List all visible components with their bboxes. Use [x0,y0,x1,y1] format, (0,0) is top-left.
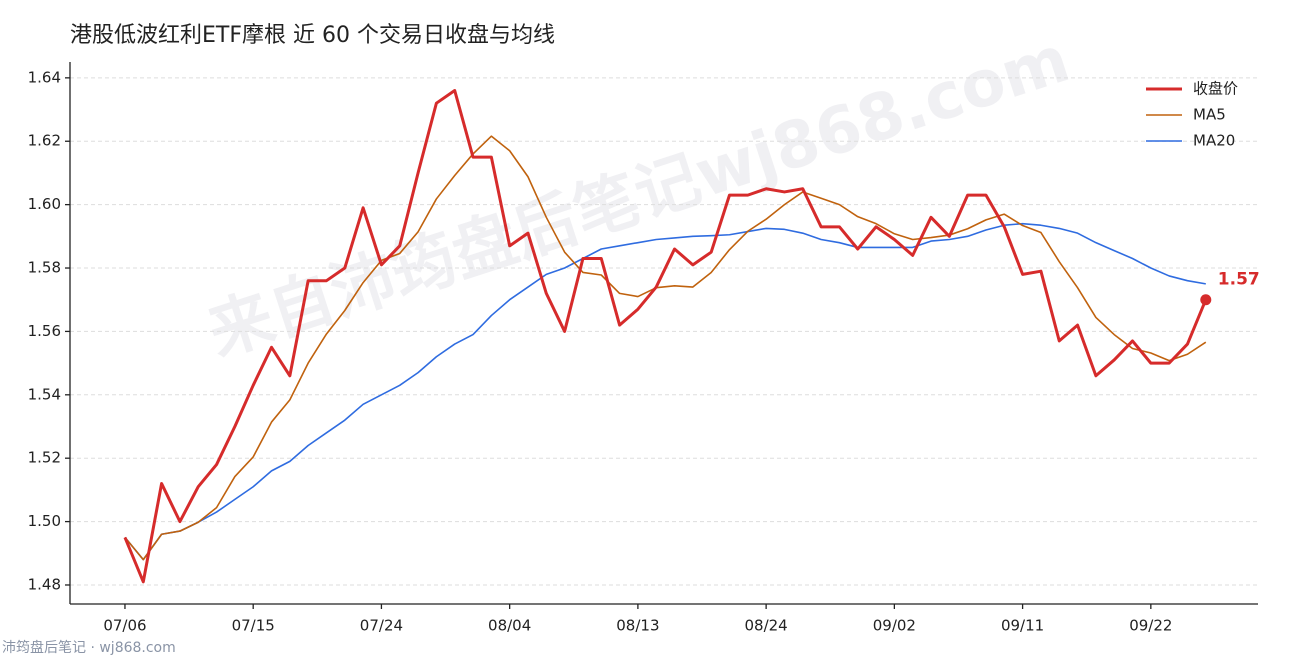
y-tick-label: 1.60 [28,195,61,213]
series-line [124,135,1207,561]
x-tick-label: 08/13 [616,617,659,635]
y-tick-label: 1.52 [28,449,61,467]
legend-label: 收盘价 [1193,80,1238,98]
legend-label: MA20 [1193,132,1235,150]
chart-title: 港股低波红利ETF摩根 近 60 个交易日收盘与均线 [70,23,555,48]
value-label: 1.57 [1218,270,1260,290]
x-tick-label: 07/24 [360,617,403,635]
x-tick-label: 07/06 [103,617,146,635]
watermark: 来自沛筠盘后笔记wj868.com [200,23,1078,371]
y-tick-label: 1.58 [28,259,61,277]
x-tick-label: 09/02 [873,617,916,635]
legend-label: MA5 [1193,106,1226,124]
y-tick-label: 1.56 [28,322,61,340]
series-line [123,89,1208,584]
x-tick-label: 08/24 [745,617,788,635]
x-tick-label: 08/04 [488,617,531,635]
y-tick-label: 1.48 [28,575,61,593]
footer: 沛筠盘后笔记 · wj868.com [2,639,176,656]
y-tick-label: 1.50 [28,512,61,530]
y-tick-label: 1.64 [28,68,61,86]
x-tick-label: 09/11 [1001,617,1044,635]
y-tick-label: 1.62 [28,132,61,150]
x-tick-label: 09/22 [1129,617,1172,635]
x-tick-label: 07/15 [232,617,275,635]
y-tick-label: 1.54 [28,385,61,403]
last-point [1200,294,1212,306]
series-line [124,222,1206,561]
